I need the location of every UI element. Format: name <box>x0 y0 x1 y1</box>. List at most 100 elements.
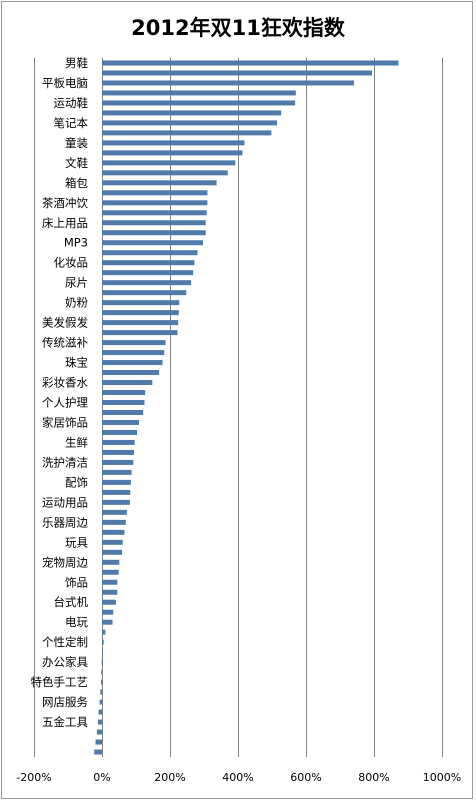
bar <box>102 489 131 495</box>
category-label: 家居饰品 <box>42 415 88 429</box>
bar <box>102 180 217 186</box>
bar <box>102 290 187 296</box>
bar <box>102 589 118 595</box>
bar <box>102 320 179 326</box>
bar <box>102 240 203 246</box>
bar <box>102 499 130 505</box>
category-label: 童装 <box>65 136 88 150</box>
category-label: 床上用品 <box>42 216 88 230</box>
bar <box>102 409 144 415</box>
category-label: 配饰 <box>65 475 88 489</box>
category-label: 办公家具 <box>42 655 88 669</box>
bar <box>102 270 194 276</box>
bar <box>102 549 123 555</box>
x-tick-label: 800% <box>358 771 389 784</box>
x-tick-label: 1000% <box>423 771 461 784</box>
bar <box>102 280 192 286</box>
bar <box>102 310 179 316</box>
bar <box>102 639 104 645</box>
bar <box>102 170 228 176</box>
category-label: 传统滋补 <box>42 336 88 350</box>
category-label: 化妆品 <box>54 256 89 270</box>
category-label: 宠物周边 <box>42 555 88 569</box>
bar <box>102 100 296 106</box>
bar <box>102 300 180 306</box>
bar <box>102 539 123 545</box>
category-label: 尿片 <box>65 276 88 290</box>
bar <box>102 80 354 86</box>
bar <box>102 529 125 535</box>
category-label: 个人护理 <box>42 396 88 410</box>
bar <box>102 599 116 605</box>
bar <box>102 190 208 196</box>
x-tick-label: -200% <box>16 771 51 784</box>
category-label: 奶粉 <box>65 296 88 310</box>
bar <box>102 449 134 455</box>
category-label: 平板电脑 <box>42 76 88 90</box>
bar <box>102 200 208 206</box>
bar <box>95 739 102 745</box>
bar <box>102 150 243 156</box>
category-label: 个性定制 <box>42 635 88 649</box>
bar <box>102 140 245 146</box>
category-label: 笔记本 <box>54 116 89 130</box>
bar <box>102 60 399 66</box>
bar <box>102 390 146 396</box>
bar <box>102 220 206 226</box>
category-label: 珠宝 <box>65 356 88 370</box>
bar <box>102 649 104 655</box>
category-label: 洗护清洁 <box>42 455 88 469</box>
bar <box>100 679 102 685</box>
category-label: 电玩 <box>65 615 88 629</box>
bar <box>102 210 207 216</box>
bar <box>102 260 195 266</box>
x-tick-label: 600% <box>290 771 321 784</box>
bar <box>102 400 145 406</box>
category-label: 五金工具 <box>42 715 88 729</box>
category-label: 茶酒冲饮 <box>42 196 88 210</box>
category-label: 美发假发 <box>42 316 88 330</box>
category-label: 文鞋 <box>65 156 88 170</box>
category-label: 特色手工艺 <box>31 675 89 689</box>
bar <box>102 360 163 366</box>
category-label: 饰品 <box>65 575 88 589</box>
bar <box>102 569 119 575</box>
bar <box>98 709 102 715</box>
bar <box>102 90 296 96</box>
bar <box>100 689 102 695</box>
bar <box>102 330 178 336</box>
bar <box>102 559 120 565</box>
category-label: 乐器周边 <box>42 515 88 529</box>
category-label: 运动鞋 <box>54 96 89 110</box>
x-tick-label: 200% <box>154 771 185 784</box>
category-label: 网店服务 <box>42 695 88 709</box>
category-label: 生鲜 <box>65 435 88 449</box>
category-label: 箱包 <box>65 176 88 190</box>
bar <box>102 469 132 475</box>
bar <box>101 659 103 665</box>
bar <box>102 579 118 585</box>
bar <box>102 459 134 465</box>
bar <box>102 439 135 445</box>
x-tick-label: 0% <box>93 771 110 784</box>
category-label: 运动用品 <box>42 495 88 509</box>
category-label: 男鞋 <box>65 56 88 70</box>
bar <box>102 110 282 116</box>
bar <box>102 609 114 615</box>
bar <box>102 230 206 236</box>
bar <box>97 719 102 725</box>
bar <box>102 120 278 126</box>
bar <box>102 419 140 425</box>
bar <box>102 370 160 376</box>
bar <box>96 729 102 735</box>
bar <box>102 629 106 635</box>
x-tick-label: 400% <box>222 771 253 784</box>
category-label: 台式机 <box>54 595 89 609</box>
bar <box>102 70 372 76</box>
category-label: 玩具 <box>65 535 88 549</box>
bar <box>101 669 103 675</box>
category-label: 彩妆香水 <box>42 376 88 390</box>
bar <box>102 519 126 525</box>
chart-title: 2012年双11狂欢指数 <box>131 16 346 40</box>
